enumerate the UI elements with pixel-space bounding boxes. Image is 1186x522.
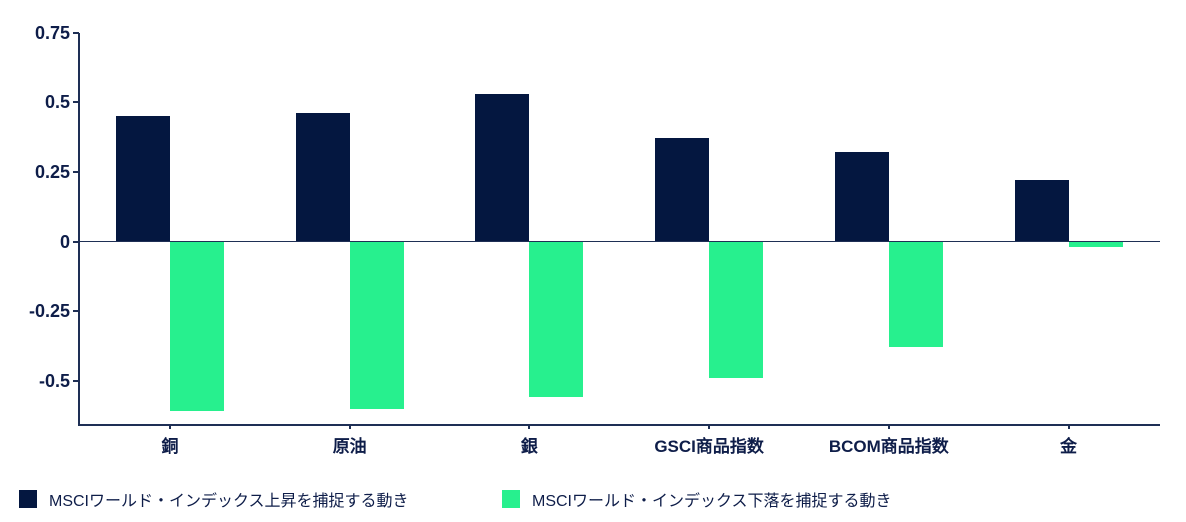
- legend-item-down: MSCIワールド・インデックス下落を捕捉する動き: [502, 487, 892, 511]
- plot-area: 0.75 0.5 0.25 0 -0.25 -0.5 銅 原油 銀 GSCI商品指数 BCOM商品指…: [28, 22, 1160, 456]
- y-axis-tick: [73, 310, 79, 313]
- x-axis-tick: [1067, 424, 1070, 429]
- down-bar-3: [529, 241, 584, 398]
- y-axis-line: [78, 33, 80, 425]
- x-axis-tick: [708, 424, 711, 429]
- up-bar-6: [1014, 180, 1069, 242]
- y-axis-tick: [73, 170, 79, 173]
- up-bar-5: [834, 152, 889, 242]
- y-axis-label: -0.25: [28, 301, 70, 322]
- category-label: 原油: [332, 437, 367, 456]
- x-axis-tick: [887, 424, 890, 429]
- y-axis-tick: [73, 101, 79, 104]
- x-axis-line: [78, 424, 1160, 426]
- up-bar-3: [475, 93, 530, 242]
- up-bar-2: [295, 113, 350, 242]
- legend-label-up: MSCIワールド・インデックス上昇を捕捉する動き: [49, 493, 409, 510]
- category-label: 金: [1060, 437, 1077, 456]
- down-bar-4: [709, 241, 764, 378]
- down-bar-5: [888, 241, 943, 348]
- y-axis-label: 0.5: [44, 92, 70, 113]
- zero-baseline: [78, 240, 1160, 243]
- legend: MSCIワールド・インデックス上昇を捕捉する動き MSCIワールド・インデックス…: [0, 487, 1186, 511]
- up-bar-4: [655, 138, 710, 242]
- y-axis-label: 0.25: [34, 161, 70, 182]
- down-series-swatch-icon: [502, 490, 520, 508]
- y-axis-label: 0: [59, 231, 70, 252]
- down-bar-6: [1068, 241, 1123, 248]
- y-axis-label: 0.75: [34, 22, 70, 43]
- down-bar-1: [170, 241, 224, 412]
- x-axis-tick: [348, 424, 351, 429]
- category-label: 銅: [161, 437, 179, 456]
- category-label: BCOM商品指数: [828, 437, 949, 456]
- y-axis-tick: [73, 31, 79, 34]
- y-axis-tick: [73, 240, 79, 243]
- up-series-swatch-icon: [19, 490, 37, 508]
- legend-label-down: MSCIワールド・インデックス下落を捕捉する動き: [532, 493, 892, 510]
- category-label: 銀: [520, 437, 538, 456]
- down-bar-2: [349, 241, 404, 409]
- y-axis-tick: [73, 379, 79, 382]
- x-axis-tick: [528, 424, 531, 429]
- y-axis-label: -0.5: [38, 370, 70, 391]
- x-axis-tick: [169, 424, 171, 429]
- up-bar-1: [116, 116, 170, 242]
- category-label: GSCI商品指数: [654, 437, 764, 456]
- legend-item-up: MSCIワールド・インデックス上昇を捕捉する動き: [19, 487, 409, 511]
